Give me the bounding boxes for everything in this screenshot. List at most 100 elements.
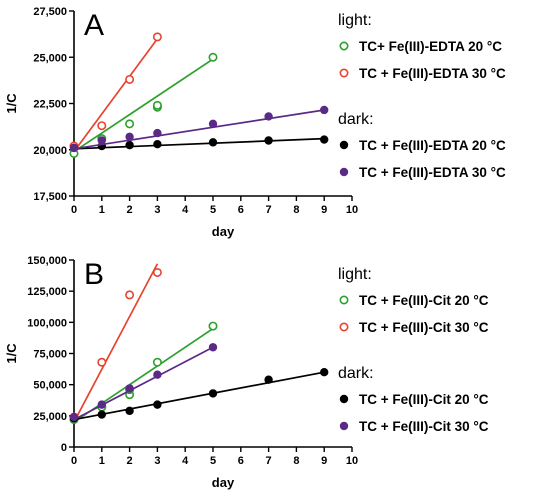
x-tick-label: 0 — [71, 204, 77, 216]
y-tick-label: 0 — [61, 442, 67, 454]
data-point — [264, 375, 273, 384]
x-tick-label: 9 — [321, 204, 327, 216]
x-tick-label: 2 — [127, 455, 133, 467]
legend-entry: TC + Fe(III)-EDTA 20 °C — [359, 138, 506, 153]
data-point — [153, 140, 162, 149]
data-point — [208, 119, 218, 129]
series-3 — [69, 343, 218, 422]
series-1 — [69, 32, 162, 153]
legend-marker — [339, 421, 349, 431]
data-point — [153, 400, 162, 409]
x-tick-label: 6 — [238, 204, 244, 216]
data-point — [125, 406, 134, 416]
x-tick-label: 7 — [266, 455, 272, 467]
legend: light: TC + Fe(III)-Cit 20 °C TC + Fe(III)… — [338, 266, 489, 434]
legend-marker — [339, 394, 349, 404]
legend-entry: TC + Fe(III)-Cit 30 °C — [359, 320, 489, 335]
data-point — [264, 112, 273, 121]
data-point — [208, 343, 218, 352]
y-tick-label: 50,000 — [33, 380, 67, 392]
legend-section-title: dark: — [338, 111, 374, 128]
data-point — [208, 389, 218, 398]
y-tick-label: 25,000 — [33, 411, 67, 423]
x-tick-label: 5 — [210, 204, 216, 216]
legend: light: TC+ Fe(III)-EDTA 20 °C TC + Fe(III)… — [338, 12, 506, 180]
data-point — [153, 370, 162, 379]
x-tick-label: 4 — [182, 455, 189, 467]
data-point — [97, 121, 107, 131]
y-tick-label: 75,000 — [33, 349, 67, 361]
data-point — [152, 32, 162, 42]
y-axis-label: 1/C — [4, 93, 19, 114]
x-tick-label: 10 — [346, 204, 358, 216]
x-tick-label: 7 — [266, 204, 272, 216]
series-3 — [69, 105, 329, 153]
data-point — [97, 357, 107, 367]
x-tick-label: 0 — [71, 455, 77, 467]
legend-entry: TC + Fe(III)-EDTA 30 °C — [359, 66, 506, 81]
legend-entry: TC + Fe(III)-Cit 30 °C — [359, 419, 489, 434]
legend-section-title: light: — [338, 266, 372, 283]
panel-label: B — [84, 258, 104, 291]
data-point — [152, 267, 162, 277]
y-tick-label: 27,500 — [33, 6, 67, 18]
fit-line — [73, 109, 325, 150]
fit-line — [73, 371, 325, 421]
data-point — [153, 128, 162, 138]
legend-marker — [339, 41, 349, 51]
chart-panel-B: 0 25,000 50,000 75,000 100,000 125,000 150,000… — [4, 255, 489, 490]
fit-line — [73, 137, 325, 150]
data-point — [69, 143, 79, 153]
data-point — [69, 412, 79, 422]
legend-entry: TC + Fe(III)-EDTA 30 °C — [359, 165, 506, 180]
legend-marker — [339, 295, 349, 305]
y-tick-label: 25,000 — [33, 52, 67, 64]
data-point — [208, 321, 218, 331]
x-tick-label: 6 — [238, 455, 244, 467]
fit-line — [73, 346, 214, 421]
data-point — [125, 140, 134, 150]
data-point — [208, 138, 218, 147]
fit-line — [73, 327, 214, 423]
data-point — [125, 132, 134, 142]
legend-section-title: light: — [338, 12, 372, 29]
data-point — [320, 105, 329, 115]
x-tick-label: 1 — [99, 455, 105, 467]
legend-marker — [339, 167, 349, 177]
x-tick-label: 4 — [182, 204, 189, 216]
y-tick-label: 125,000 — [27, 286, 67, 298]
legend-marker — [339, 68, 349, 78]
data-point — [320, 368, 329, 377]
data-point — [152, 357, 162, 367]
series-0 — [69, 321, 218, 425]
y-tick-label: 20,000 — [33, 145, 67, 157]
fit-line — [73, 38, 159, 153]
fit-line — [73, 263, 159, 423]
x-tick-label: 3 — [154, 455, 160, 467]
data-point — [97, 136, 107, 145]
x-tick-label: 1 — [99, 204, 105, 216]
x-tick-label: 5 — [210, 455, 216, 467]
data-point — [152, 100, 162, 110]
x-tick-label: 10 — [346, 455, 358, 467]
data-point — [97, 410, 107, 419]
y-tick-label: 100,000 — [27, 317, 67, 329]
data-point — [125, 119, 135, 129]
data-point — [264, 136, 273, 145]
x-tick-label: 2 — [127, 204, 133, 216]
panel-label: A — [84, 9, 104, 42]
x-tick-label: 3 — [154, 204, 160, 216]
x-axis-label: day — [212, 224, 235, 239]
data-point — [125, 74, 135, 84]
fit-line — [73, 58, 214, 153]
legend-marker — [339, 322, 349, 332]
data-point — [97, 400, 107, 409]
y-tick-label: 17,500 — [33, 191, 67, 203]
legend-entry: TC+ Fe(III)-EDTA 20 °C — [359, 39, 502, 54]
legend-entry: TC + Fe(III)-Cit 20 °C — [359, 392, 489, 407]
chart-panel-A: 17,500 20,000 22,500 25,000 27,500 0 1 2 3 4 5 6 7 8 9… — [4, 6, 506, 239]
legend-marker — [339, 140, 349, 150]
x-tick-label: 8 — [293, 455, 299, 467]
data-point — [125, 384, 134, 393]
data-point — [208, 52, 218, 62]
